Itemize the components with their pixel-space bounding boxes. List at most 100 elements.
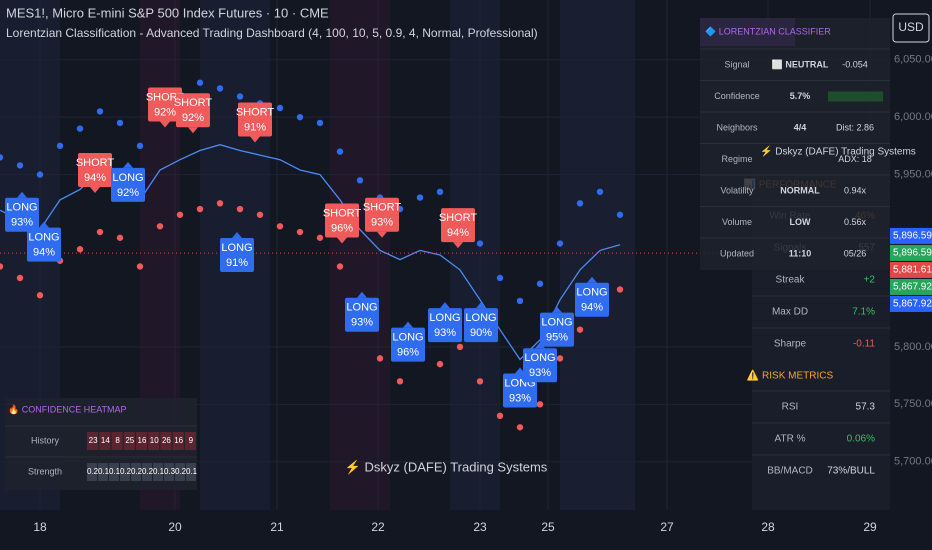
signal-box (523, 348, 557, 383)
chart-title: MES1!, Micro E-mini S&P 500 Index Future… (6, 5, 329, 20)
price-dot (56, 142, 64, 150)
signal-pct: 92% (154, 106, 176, 118)
chart-subtitle: Lorentzian Classification - Advanced Tra… (6, 26, 538, 40)
signal-text: LONG (28, 232, 59, 244)
signal-pct: 93% (434, 327, 456, 339)
row-value: +2 (864, 275, 876, 286)
classifier-title-cell (700, 18, 795, 46)
price-dot (536, 280, 544, 287)
heat-cell-value: 0.1 (186, 467, 198, 476)
heat-cell (123, 432, 135, 450)
heat-cell-value: 16 (174, 436, 183, 445)
price-dot (376, 355, 384, 362)
signal-text: SHORT (363, 202, 402, 214)
signal-pct: 90% (470, 327, 492, 339)
signal-pct: 94% (84, 172, 106, 184)
price-dot (576, 200, 584, 207)
heatmap-title: 🔥 CONFIDENCE HEATMAP (8, 403, 127, 414)
heat-cell (87, 432, 99, 450)
heat-cell-value: 0.2 (120, 467, 132, 476)
signal-pointer (337, 237, 347, 244)
price-dot (316, 234, 324, 241)
heat-cell-value: 0.2 (142, 467, 154, 476)
heat-cell (120, 463, 130, 481)
row-label: Neighbors (716, 122, 758, 132)
currency-box (892, 13, 930, 43)
signal-text: LONG (112, 172, 143, 184)
x-tick-label: 28 (761, 520, 775, 534)
signal-pointer (90, 187, 100, 193)
price-dot (36, 171, 44, 178)
row-label: Regime (721, 154, 752, 164)
signal-pct: 91% (226, 257, 248, 269)
price-dot (136, 263, 144, 270)
heat-cell-value: 9 (189, 436, 194, 445)
price-tag-label: 5,881.61 (893, 265, 932, 276)
price-dot (496, 412, 504, 420)
price-dot (436, 360, 444, 368)
row-label: Confidence (714, 91, 760, 101)
x-tick-label: 25 (541, 520, 555, 534)
signal-pct: 94% (447, 227, 469, 239)
row-extra: -0.054 (842, 59, 868, 69)
x-tick-label: 29 (863, 520, 877, 534)
signal-pointer (552, 306, 562, 313)
signal-label: LONG 95% (540, 306, 574, 347)
row-label: Max DD (772, 307, 808, 318)
signal-pct: 96% (331, 222, 353, 234)
signal-pointer (232, 232, 242, 238)
heat-cell (135, 432, 148, 450)
confidence-bar (828, 91, 883, 102)
heat-cell-value: 0.2 (175, 467, 187, 476)
signal-pointer (17, 191, 27, 198)
signal-box (220, 238, 254, 272)
signal-pointer (39, 221, 49, 228)
x-tick-label: 18 (33, 520, 47, 534)
row-label: Updated (720, 248, 754, 258)
price-dot (576, 326, 584, 333)
price-dot (556, 240, 564, 247)
signal-label: LONG 91% (220, 232, 254, 272)
signal-pointer (535, 342, 545, 349)
heat-cell (148, 432, 160, 450)
signal-label: LONG 96% (391, 321, 425, 362)
row-label: Streak (776, 275, 806, 286)
signal-text: LONG (346, 302, 377, 314)
signal-text: LONG (524, 352, 555, 364)
signal-box (27, 227, 61, 262)
price-dot (416, 194, 424, 201)
row-value: 0.06% (847, 434, 875, 445)
background-band (330, 0, 390, 510)
price-dot (396, 378, 404, 385)
signal-box (78, 153, 112, 187)
heat-cell-value: 0.1 (98, 467, 110, 476)
row-value: LOW (790, 217, 811, 227)
heat-cell-value: 8 (115, 436, 120, 445)
signal-label: LONG 93% (5, 191, 39, 232)
price-dot (276, 223, 284, 230)
signal-box (148, 87, 182, 122)
row-value: 57.3 (856, 402, 876, 413)
signal-box (111, 167, 145, 202)
heat-cell (99, 432, 111, 450)
price-tag (890, 227, 932, 244)
row-extra: 0.94x (844, 185, 867, 195)
signal-label: SHORT 94% (76, 153, 114, 193)
heat-cell (160, 432, 172, 450)
row-value: 4/4 (794, 122, 807, 132)
price-dot (0, 263, 4, 270)
heat-cell (172, 432, 184, 450)
section-title: ⚠️ RISK METRICS (747, 369, 834, 382)
heat-cell-value: 0.2 (87, 467, 99, 476)
heat-cell (184, 432, 196, 450)
signal-pointer (377, 231, 387, 238)
signal-box (428, 308, 462, 343)
heat-cell-value: 26 (162, 436, 171, 445)
signal-box (238, 102, 272, 137)
price-dot (496, 274, 504, 282)
row-label: History (31, 435, 60, 445)
row-value: NORMAL (780, 185, 820, 195)
signal-label: LONG 92% (111, 161, 145, 202)
heat-cell (186, 463, 196, 481)
